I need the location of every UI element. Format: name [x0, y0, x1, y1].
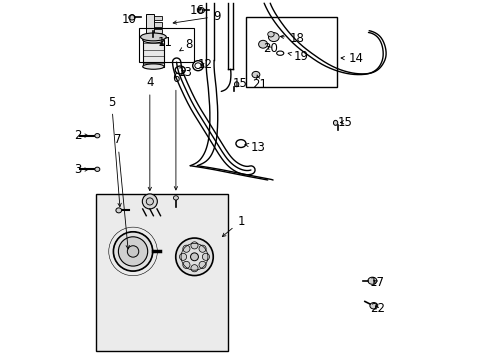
- Text: 9: 9: [173, 10, 220, 24]
- Text: 2: 2: [74, 129, 88, 142]
- Text: 13: 13: [178, 66, 193, 79]
- Ellipse shape: [183, 245, 190, 252]
- Ellipse shape: [190, 265, 198, 272]
- Ellipse shape: [179, 253, 186, 260]
- Ellipse shape: [251, 71, 259, 78]
- Ellipse shape: [183, 261, 190, 269]
- Text: 19: 19: [287, 50, 308, 63]
- Bar: [154, 16, 162, 20]
- Ellipse shape: [95, 167, 100, 171]
- Ellipse shape: [267, 32, 274, 37]
- Ellipse shape: [199, 245, 206, 252]
- Text: 11: 11: [157, 36, 172, 49]
- Text: 13: 13: [244, 141, 265, 154]
- Text: 12: 12: [197, 58, 212, 72]
- Ellipse shape: [140, 33, 166, 41]
- Ellipse shape: [142, 37, 164, 43]
- Ellipse shape: [142, 194, 157, 209]
- Ellipse shape: [175, 238, 213, 275]
- Text: 22: 22: [369, 302, 384, 315]
- Ellipse shape: [258, 40, 267, 48]
- Text: 6: 6: [172, 72, 179, 190]
- Text: 14: 14: [341, 52, 363, 65]
- Text: 15: 15: [337, 116, 352, 129]
- Polygon shape: [206, 3, 214, 60]
- Text: 4: 4: [146, 76, 153, 190]
- Text: 10: 10: [122, 13, 137, 26]
- Ellipse shape: [369, 302, 377, 309]
- Ellipse shape: [116, 208, 122, 213]
- Bar: [154, 29, 162, 33]
- Text: 18: 18: [280, 32, 304, 45]
- Ellipse shape: [151, 34, 155, 38]
- Ellipse shape: [173, 196, 178, 200]
- Ellipse shape: [190, 242, 198, 249]
- Text: 3: 3: [74, 163, 88, 176]
- Ellipse shape: [268, 33, 279, 41]
- Bar: [145, 14, 154, 35]
- Ellipse shape: [199, 261, 206, 269]
- Text: 17: 17: [369, 276, 384, 289]
- Bar: [96, 194, 228, 351]
- Ellipse shape: [118, 237, 147, 266]
- Ellipse shape: [197, 8, 204, 13]
- Ellipse shape: [127, 246, 139, 257]
- Ellipse shape: [202, 253, 209, 260]
- Ellipse shape: [144, 34, 148, 38]
- Bar: [139, 28, 194, 62]
- Ellipse shape: [142, 64, 164, 69]
- Bar: [142, 40, 164, 67]
- Ellipse shape: [190, 253, 198, 261]
- Ellipse shape: [113, 232, 152, 271]
- Ellipse shape: [367, 277, 376, 284]
- Text: 16: 16: [189, 4, 204, 17]
- Ellipse shape: [128, 15, 135, 20]
- Text: 5: 5: [108, 96, 121, 207]
- Ellipse shape: [146, 198, 153, 205]
- Bar: [246, 18, 337, 87]
- Text: 21: 21: [251, 75, 266, 91]
- Text: 1: 1: [222, 215, 244, 237]
- Text: 20: 20: [262, 42, 277, 55]
- Bar: [154, 22, 162, 27]
- Text: 7: 7: [114, 134, 129, 249]
- Ellipse shape: [234, 82, 238, 87]
- Text: 15: 15: [232, 77, 247, 90]
- Text: 8: 8: [180, 39, 192, 51]
- Ellipse shape: [333, 120, 337, 125]
- Ellipse shape: [95, 134, 100, 138]
